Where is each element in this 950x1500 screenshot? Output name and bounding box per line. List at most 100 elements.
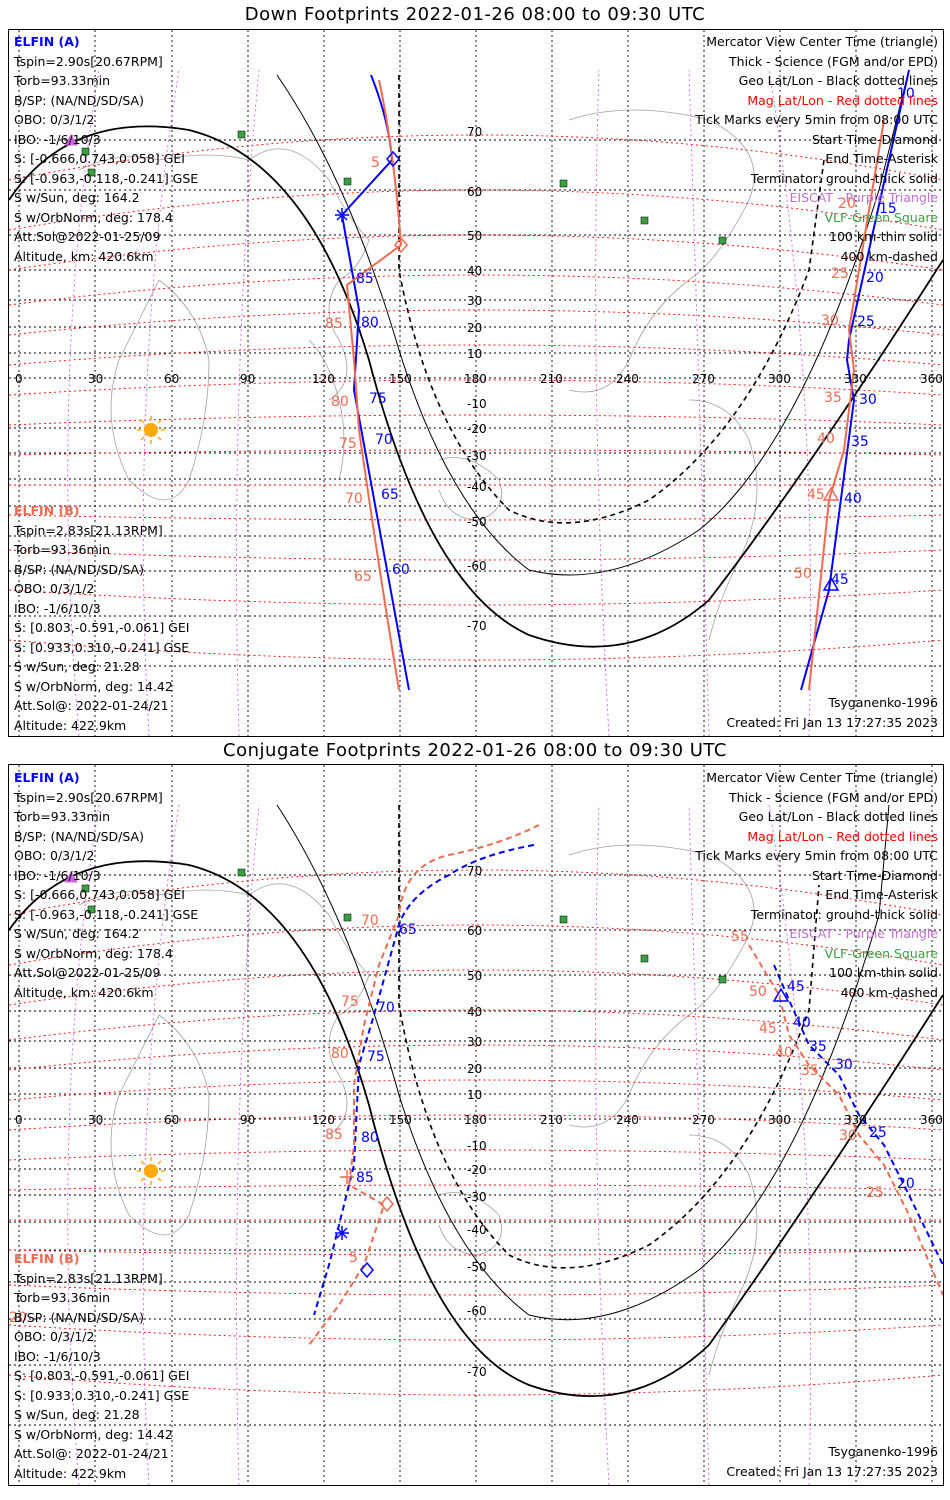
info-line: OBO: 0/3/1/2 (14, 1329, 95, 1344)
svg-text:300: 300 (768, 1113, 791, 1127)
svg-text:-50: -50 (467, 515, 487, 529)
svg-text:30: 30 (467, 294, 482, 308)
info-line: Att.Sol@2022-01-25/09 (14, 229, 161, 244)
info-line: Torb=93.36min (14, 542, 111, 557)
svg-text:90: 90 (240, 1113, 255, 1127)
info-line: S: [0.933,0.310,-0.241] GSE (14, 1387, 190, 1403)
info-line: B/SP: (NA/ND/SD/SA) (14, 92, 144, 108)
elfin-b-conj-left (308, 824, 540, 1346)
legend-line: 100 km-thin solid (829, 229, 938, 244)
svg-text:-40: -40 (467, 1223, 487, 1237)
start-diamond-b (380, 1195, 394, 1213)
eiscat-triangle (64, 871, 78, 883)
svg-text:210: 210 (540, 1113, 563, 1127)
svg-text:-10: -10 (467, 1139, 487, 1153)
info-line: Tspin=2.90s[20.67RPM] (14, 53, 163, 69)
info-line: IBO: -1/6/10/3 (14, 867, 101, 883)
svg-text:50: 50 (794, 566, 812, 582)
svg-text:180: 180 (464, 372, 487, 386)
svg-text:-50: -50 (467, 1260, 487, 1274)
svg-text:35: 35 (801, 1063, 819, 1079)
info-line: IBO: -1/6/10/3 (14, 131, 101, 147)
mag-grid-lines (9, 869, 943, 1396)
info-line: S w/OrbNorm, deg: 178.4 (14, 945, 173, 961)
svg-text:30: 30 (839, 1128, 857, 1144)
svg-text:35: 35 (851, 434, 869, 450)
svg-text:-60: -60 (467, 1304, 487, 1318)
info-line: S w/Sun, deg: 21.28 (14, 659, 140, 674)
legend-line: End Time-Asterisk (825, 151, 938, 166)
legend-line: VLF-Green Square (824, 945, 938, 961)
svg-text:120: 120 (312, 1113, 335, 1127)
coastlines (78, 109, 758, 641)
svg-text:150: 150 (389, 1113, 412, 1127)
info-line: OBO: 0/3/1/2 (14, 848, 95, 863)
svg-text:45: 45 (759, 1021, 777, 1037)
svg-text:70: 70 (345, 491, 363, 507)
svg-text:85: 85 (356, 1170, 374, 1186)
svg-text:45: 45 (807, 487, 825, 503)
svg-text:40: 40 (817, 431, 835, 447)
info-line: S w/OrbNorm, deg: 14.42 (14, 1426, 173, 1442)
end-asterisk-a (335, 208, 349, 222)
svg-text:80: 80 (361, 315, 379, 331)
svg-text:15: 15 (879, 201, 897, 217)
legend: Mercator View Center Time (triangle) Thi… (695, 768, 938, 1002)
footer-right: Tsyganenko-1996 Created: Fri Jan 13 17:2… (726, 1442, 938, 1481)
elfin-a-tick-labels: 85 80 75 70 65 60 10 15 20 25 30 35 40 45 (356, 86, 915, 588)
svg-text:10: 10 (897, 86, 915, 102)
footprint-100km (276, 69, 910, 576)
mag-meridians (67, 804, 812, 1485)
vlf-stations (81, 868, 727, 984)
svg-text:-30: -30 (467, 449, 487, 463)
start-diamond-a (386, 150, 400, 168)
svg-text:30: 30 (821, 313, 839, 329)
svg-text:30: 30 (467, 1035, 482, 1049)
info-line: Altitude: 422.9km (14, 1465, 127, 1481)
svg-text:70: 70 (377, 1000, 395, 1016)
legend-line: End Time-Asterisk (825, 887, 938, 902)
svg-text:35: 35 (809, 1039, 827, 1055)
info-line: Altitude: 422.9km (14, 717, 127, 733)
svg-text:60: 60 (467, 185, 482, 199)
legend-line: EISCAT - Purple Triangle (789, 926, 938, 941)
svg-text:75: 75 (369, 391, 387, 407)
svg-text:-40: -40 (467, 480, 487, 494)
info-line: S: [-0.963,-0.118,-0.241] GSE (14, 170, 199, 186)
legend-line: Geo Lat/Lon - Black dotted lines (738, 73, 938, 88)
info-line: OBO: 0/3/1/2 (14, 581, 95, 596)
info-line: Tspin=2.83s[21.13RPM] (14, 522, 163, 538)
svg-text:150: 150 (389, 372, 412, 386)
center-triangle-b (822, 486, 840, 501)
legend-line: Terminator: ground-thick solid (750, 906, 938, 922)
svg-text:210: 210 (540, 372, 563, 386)
svg-text:360: 360 (920, 372, 943, 386)
start-diamond-a (360, 1261, 374, 1279)
sun-icon (137, 1157, 165, 1185)
info-line: Att.Sol@2022-01-25/09 (14, 965, 161, 980)
info-line: B/SP: (NA/ND/SD/SA) (14, 1309, 144, 1325)
svg-text:10: 10 (467, 1088, 482, 1102)
created-date: Created: Fri Jan 13 17:27:35 2023 (726, 1463, 938, 1479)
down-map-graphic: 0 30 60 90 120 150 180 210 240 270 300 330 360 7… (9, 30, 943, 736)
vlf-stations (81, 130, 727, 245)
svg-text:40: 40 (467, 1005, 482, 1019)
svg-text:30: 30 (859, 392, 877, 408)
info-line: S w/Sun, deg: 164.2 (14, 190, 140, 205)
info-line: Torb=93.36min (14, 1290, 111, 1305)
svg-text:-70: -70 (467, 619, 487, 633)
legend-line: Terminator: ground-thick solid (750, 170, 938, 186)
info-line: OBO: 0/3/1/2 (14, 112, 95, 127)
svg-text:65: 65 (381, 487, 399, 503)
svg-text:35: 35 (824, 390, 842, 406)
elfin-b-info: ELFIN (B) Tspin=2.83s[21.13RPM] Torb=93.… (14, 1249, 189, 1483)
info-line: S: [-0.666,0.743,0.058] GEI (14, 151, 185, 166)
elfin-a-info: ELFIN (A) Tspin=2.90s[20.67RPM] Torb=93.… (14, 32, 198, 266)
sun-icon (137, 416, 165, 444)
svg-text:5: 5 (371, 155, 380, 171)
coastlines (78, 844, 758, 1376)
svg-text:330: 330 (844, 1113, 867, 1127)
info-line: Tspin=2.90s[20.67RPM] (14, 789, 163, 805)
svg-text:25: 25 (831, 266, 849, 282)
info-line: S: [0.803,-0.591,-0.061] GEI (14, 1368, 190, 1383)
